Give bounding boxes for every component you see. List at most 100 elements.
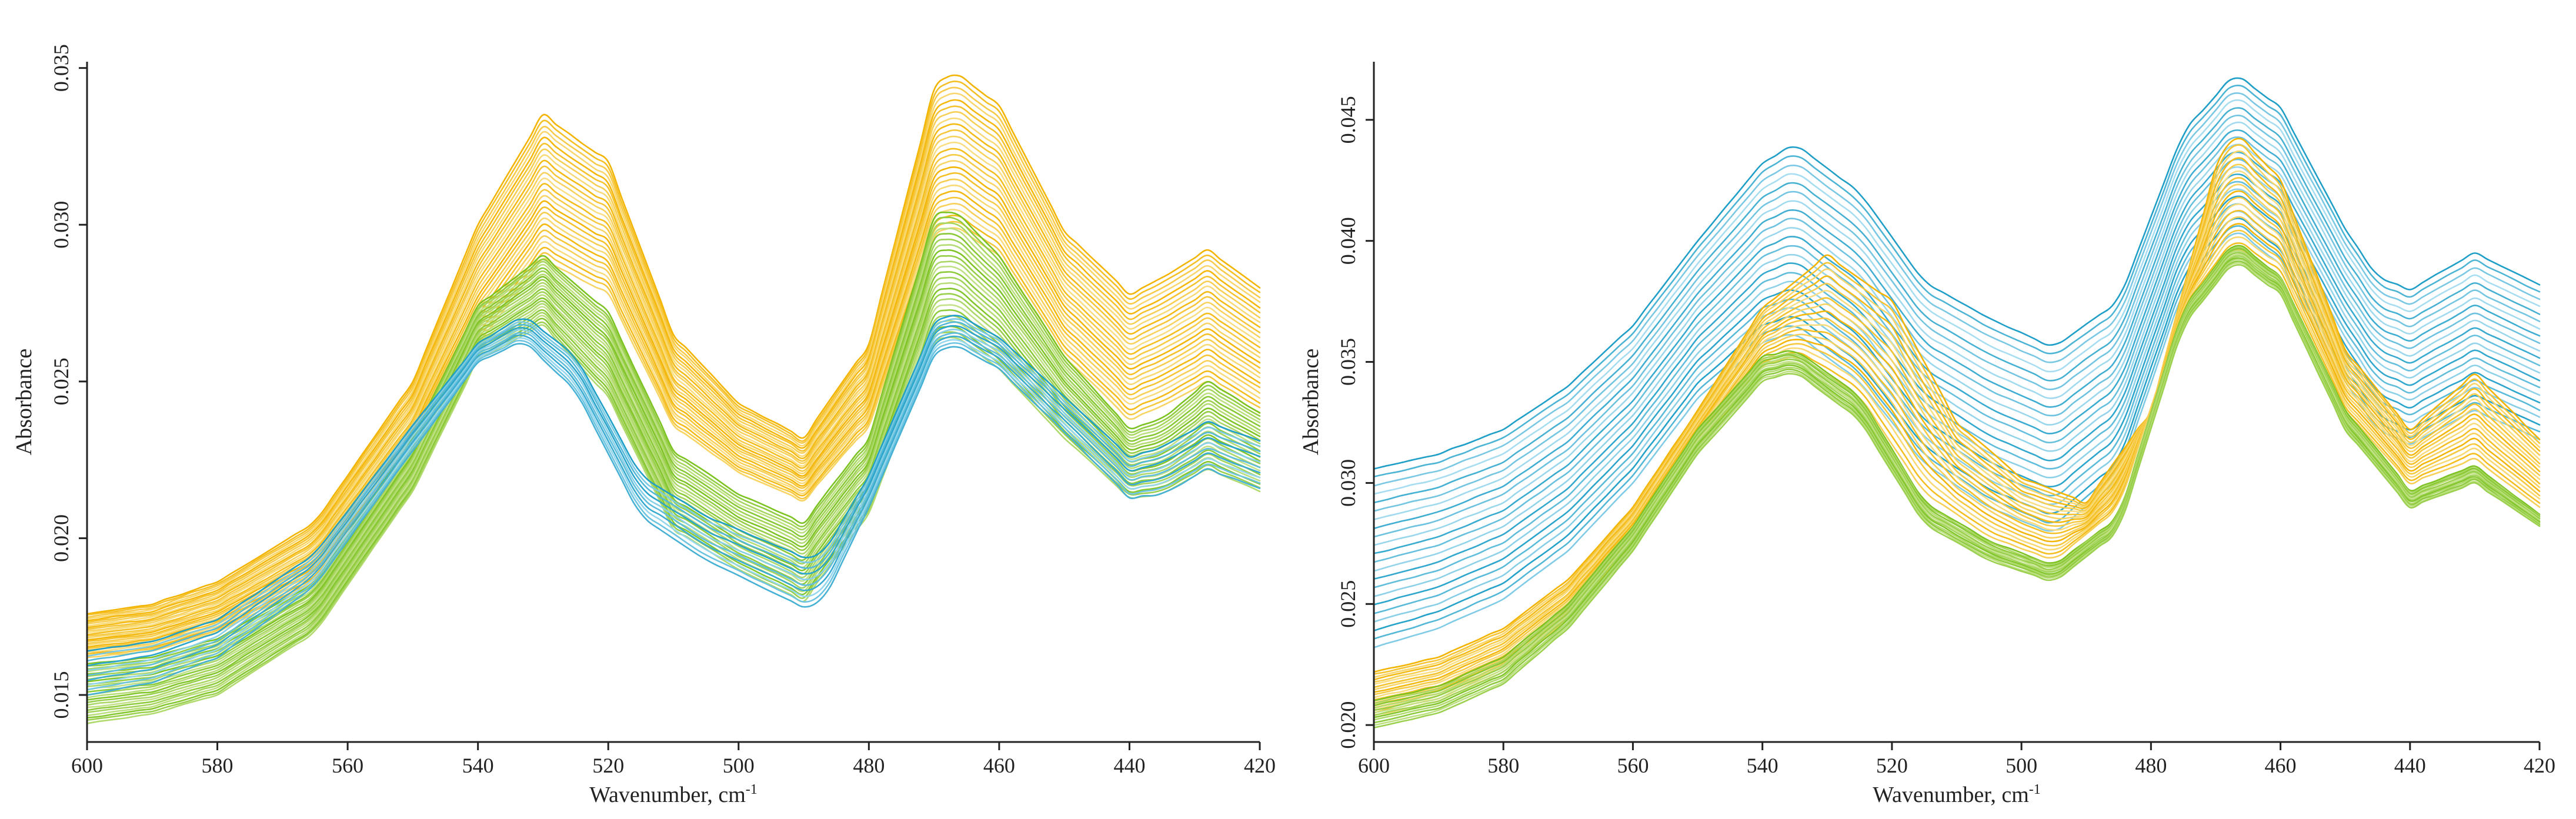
right-series-layer (1373, 77, 2541, 728)
right-green-spectrum-line-7 (1373, 255, 2541, 717)
right-blue-spectrum-line-5 (1373, 107, 2541, 504)
left-blue-spectrum-line-5 (86, 329, 1261, 671)
left-orange-spectrum-line-3 (86, 86, 1261, 619)
right-orange-spectrum-line-8 (1373, 183, 2541, 691)
left-green-spectrum-line-22 (86, 317, 1261, 719)
left-orange-spectrum-line-15 (86, 160, 1261, 639)
right-x-tick-label-540: 540 (1747, 754, 1778, 777)
left-blue-spectrum-line-6 (86, 332, 1261, 676)
right-y-tick-label-3: 0.035 (1336, 338, 1360, 386)
right-orange-spectrum-line-15 (1373, 229, 2541, 708)
left-x-tick-label-560: 560 (332, 754, 363, 777)
right-x-axis-title-superscript: -1 (2029, 782, 2041, 797)
left-orange-spectrum-line-12 (86, 141, 1261, 634)
right-blue-spectrum-line-13 (1373, 166, 2541, 572)
left-orange-spectrum-line-22 (86, 203, 1261, 651)
right-green-spectrum-line-9 (1373, 258, 2541, 721)
left-blue-spectrum-line-3 (86, 321, 1261, 662)
left-x-axis-title: Wavenumber, cm-1 (589, 782, 758, 807)
right-blue-spectrum-line-16 (1373, 188, 2541, 597)
left-y-tick-label-2: 0.025 (49, 357, 73, 405)
right-blue-spectrum-line-8 (1373, 129, 2541, 530)
right-x-tick-label-560: 560 (1617, 754, 1649, 777)
right-x-tick-label-420: 420 (2524, 754, 2555, 777)
left-green-spectrum-line-1 (86, 211, 1261, 665)
right-x-axis-title: Wavenumber, cm-1 (1873, 782, 2041, 807)
right-orange-spectrum-line-6 (1373, 170, 2541, 686)
left-y-tick-label-3: 0.030 (49, 201, 73, 249)
right-x-tick-label-520: 520 (1876, 754, 1908, 777)
left-blue-spectrum-line-9 (86, 340, 1261, 691)
right-blue-spectrum-line-14 (1373, 173, 2541, 580)
right-blue-spectrum-line-12 (1373, 158, 2541, 563)
right-blue-spectrum-line-11 (1373, 151, 2541, 554)
left-green-spectrum-line-8 (86, 249, 1261, 683)
right-orange-spectrum-line-10 (1373, 196, 2541, 696)
left-green-spectrum-line-6 (86, 238, 1261, 677)
right-x-tick-label-580: 580 (1487, 754, 1519, 777)
left-blue-spectrum-line-8 (86, 337, 1261, 686)
right-green-spectrum-line-4 (1373, 250, 2541, 709)
right-blue-spectrum-line-3 (1373, 92, 2541, 487)
right-orange-spectrum-line-9 (1373, 190, 2541, 693)
left-orange-spectrum-line-23 (86, 209, 1261, 653)
right-x-axis-title-text: Wavenumber, cm (1873, 783, 2029, 807)
left-x-tick-label-420: 420 (1244, 754, 1276, 777)
left-green-spectrum-line-15 (86, 288, 1261, 701)
right-blue-spectrum-line-7 (1373, 121, 2541, 520)
left-series-layer (86, 74, 1261, 724)
left-green-spectrum-line-7 (86, 244, 1261, 680)
left-green-spectrum-line-23 (86, 321, 1261, 721)
left-orange-spectrum-line-4 (86, 92, 1261, 620)
left-green-spectrum-line-13 (86, 276, 1261, 696)
left-green-spectrum-line-9 (86, 255, 1261, 685)
left-green-spectrum-line-4 (86, 228, 1261, 673)
left-orange-spectrum-line-7 (86, 111, 1261, 625)
right-green-spectrum-line-2 (1373, 246, 2541, 704)
right-orange-spectrum-line-11 (1373, 203, 2541, 698)
left-x-axis-title-superscript: -1 (746, 782, 758, 797)
right-x-tick-label-440: 440 (2394, 754, 2426, 777)
left-orange-spectrum-line-6 (86, 105, 1261, 623)
left-y-tick-label-4: 0.035 (49, 44, 73, 92)
left-x-axis-title-text: Wavenumber, cm (589, 783, 746, 807)
right-orange-spectrum-line-1 (1373, 138, 2541, 673)
left-orange-spectrum-line-5 (86, 99, 1261, 621)
left-green-spectrum-line-12 (86, 271, 1261, 693)
right-y-tick-label-2: 0.030 (1336, 459, 1360, 507)
right-blue-spectrum-line-1 (1373, 77, 2541, 470)
right-spectrum-panel: 600 580 560 540 520 500 480 460 440 420 0.020 0.025… (1299, 62, 2555, 807)
left-green-spectrum-line-11 (86, 265, 1261, 691)
left-y-tick-label-1: 0.020 (49, 514, 73, 562)
right-green-spectrum-line-11 (1373, 262, 2541, 726)
right-x-tick-label-600: 600 (1358, 754, 1390, 777)
right-y-tick-label-5: 0.045 (1336, 96, 1360, 143)
right-y-tick-label-1: 0.025 (1336, 580, 1360, 628)
left-orange-spectrum-line-17 (86, 172, 1261, 642)
left-blue-spectrum-line-10 (86, 343, 1261, 696)
left-x-tick-label-500: 500 (723, 754, 755, 777)
right-blue-spectrum-line-2 (1373, 85, 2541, 477)
right-blue-spectrum-line-17 (1373, 195, 2541, 606)
left-green-spectrum-line-10 (86, 260, 1261, 687)
left-orange-spectrum-line-9 (86, 123, 1261, 629)
left-blue-spectrum-line-7 (86, 334, 1261, 681)
left-orange-spectrum-line-10 (86, 129, 1261, 630)
left-x-tick-label-580: 580 (202, 754, 233, 777)
right-orange-spectrum-line-2 (1373, 144, 2541, 675)
left-blue-spectrum-line-2 (86, 318, 1261, 657)
right-orange-spectrum-line-7 (1373, 177, 2541, 688)
right-orange-spectrum-line-3 (1373, 150, 2541, 678)
left-x-tick-label-480: 480 (853, 754, 885, 777)
left-y-tick-label-0: 0.015 (49, 671, 73, 719)
right-green-spectrum-line-3 (1373, 248, 2541, 707)
left-orange-spectrum-line-13 (86, 148, 1261, 636)
right-x-tick-label-460: 460 (2265, 754, 2297, 777)
left-x-tick-label-600: 600 (71, 754, 103, 777)
left-y-axis-title: Absorbance (12, 349, 36, 455)
right-y-axis-title: Absorbance (1299, 349, 1323, 455)
left-blue-spectrum-line-1 (86, 315, 1261, 652)
right-y-tick-label-4: 0.040 (1336, 217, 1360, 265)
